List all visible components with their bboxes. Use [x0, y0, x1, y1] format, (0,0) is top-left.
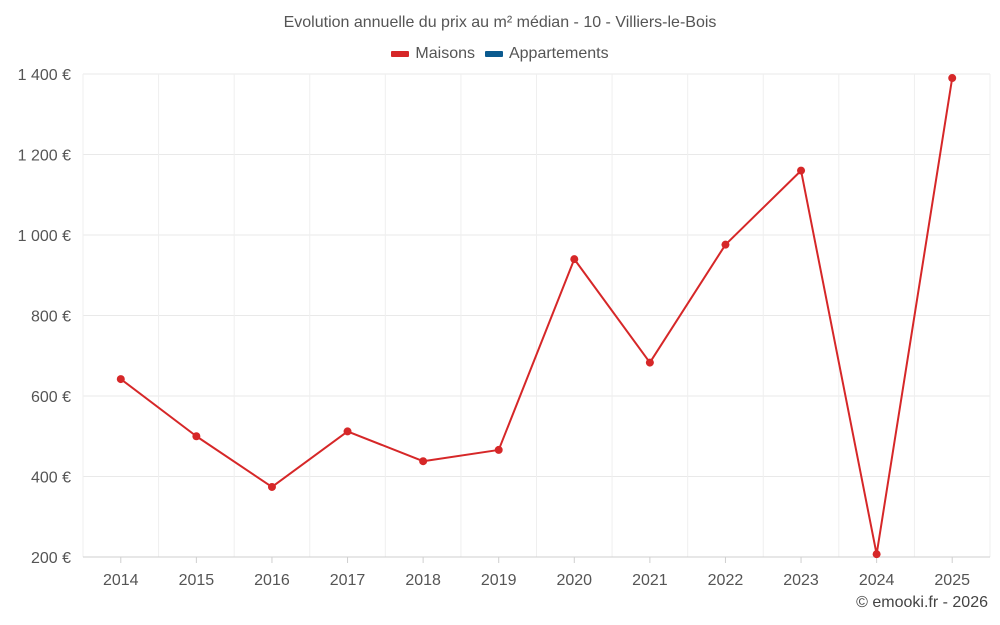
x-tick-label: 2025: [934, 572, 970, 589]
data-point-2020[interactable]: [570, 255, 579, 264]
y-tick-label: 1 400 €: [18, 67, 71, 84]
legend-swatch-maisons: [391, 51, 410, 57]
data-point-2014[interactable]: [116, 375, 125, 384]
x-tick-label: 2021: [632, 572, 668, 589]
x-tick-label: 2017: [330, 572, 366, 589]
data-point-2025[interactable]: [948, 74, 957, 83]
y-tick-label: 400 €: [31, 470, 71, 487]
y-tick-label: 1 000 €: [18, 228, 71, 245]
legend: Maisons Appartements: [0, 45, 1000, 63]
data-point-2019[interactable]: [494, 445, 503, 454]
data-point-2022[interactable]: [721, 240, 730, 249]
x-tick-label: 2014: [103, 572, 139, 589]
x-tick-label: 2015: [179, 572, 215, 589]
credit-text: © emooki.fr - 2026: [856, 594, 988, 611]
data-point-2017[interactable]: [343, 427, 352, 436]
data-point-2023[interactable]: [797, 166, 806, 175]
y-tick-label: 600 €: [31, 389, 71, 406]
y-tick-label: 200 €: [31, 550, 71, 567]
x-tick-label: 2023: [783, 572, 819, 589]
legend-item-appartements[interactable]: Appartements: [484, 45, 609, 63]
legend-label-appartements: Appartements: [508, 45, 609, 62]
series-line-maisons: [120, 77, 954, 556]
x-tick-label: 2019: [481, 572, 517, 589]
legend-label-maisons: Maisons: [415, 45, 475, 62]
data-point-2021[interactable]: [645, 358, 654, 367]
legend-item-maisons[interactable]: Maisons: [391, 45, 475, 63]
data-point-2018[interactable]: [419, 457, 428, 466]
y-tick-label: 1 200 €: [18, 148, 71, 165]
chart-title: Evolution annuelle du prix au m² médian …: [283, 14, 717, 31]
data-point-2024[interactable]: [872, 550, 881, 559]
y-tick-label: 800 €: [31, 309, 71, 326]
legend-swatch-appartements: [484, 51, 503, 57]
x-tick-label: 2020: [556, 572, 592, 589]
x-tick-label: 2024: [859, 572, 895, 589]
x-tick-label: 2022: [708, 572, 744, 589]
x-tick-label: 2018: [405, 572, 441, 589]
data-point-2016[interactable]: [267, 482, 276, 491]
data-point-2015[interactable]: [192, 432, 201, 441]
x-tick-label: 2016: [254, 572, 290, 589]
